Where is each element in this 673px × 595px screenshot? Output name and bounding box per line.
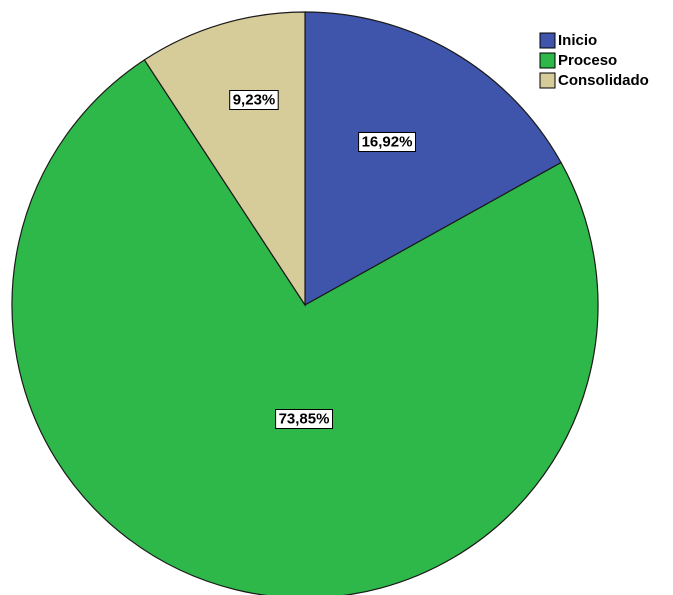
data-label-text: 73,85% [279,411,330,428]
legend-label-inicio: Inicio [558,32,597,49]
legend-item-consolidado: Consolidado [539,72,649,89]
data-label-consolidado: 9,23% [229,90,279,110]
legend-label-consolidado: Consolidado [558,72,649,89]
legend-swatch-inicio [539,32,556,49]
data-label-inicio: 16,92% [358,132,417,152]
data-label-box [275,409,334,429]
data-label-text: 16,92% [362,134,413,151]
pie-slice-consolidado [143,11,306,308]
pie-slice-inicio [304,11,562,307]
legend-swatch-proceso [539,52,556,69]
data-label-text: 9,23% [233,92,276,109]
chart-legend: Inicio Proceso Consolidado [539,32,649,89]
data-label-box [358,132,417,152]
data-label-proceso: 73,85% [275,409,334,429]
pie-data-labels: 16,92% 73,85% 9,23% [229,90,417,429]
pie-slices [11,11,599,595]
legend-item-proceso: Proceso [539,52,617,69]
legend-label-proceso: Proceso [558,52,617,69]
legend-item-inicio: Inicio [539,32,597,49]
data-label-box [229,90,279,110]
pie-slice-proceso [11,59,599,595]
legend-swatch-consolidado [539,72,556,89]
